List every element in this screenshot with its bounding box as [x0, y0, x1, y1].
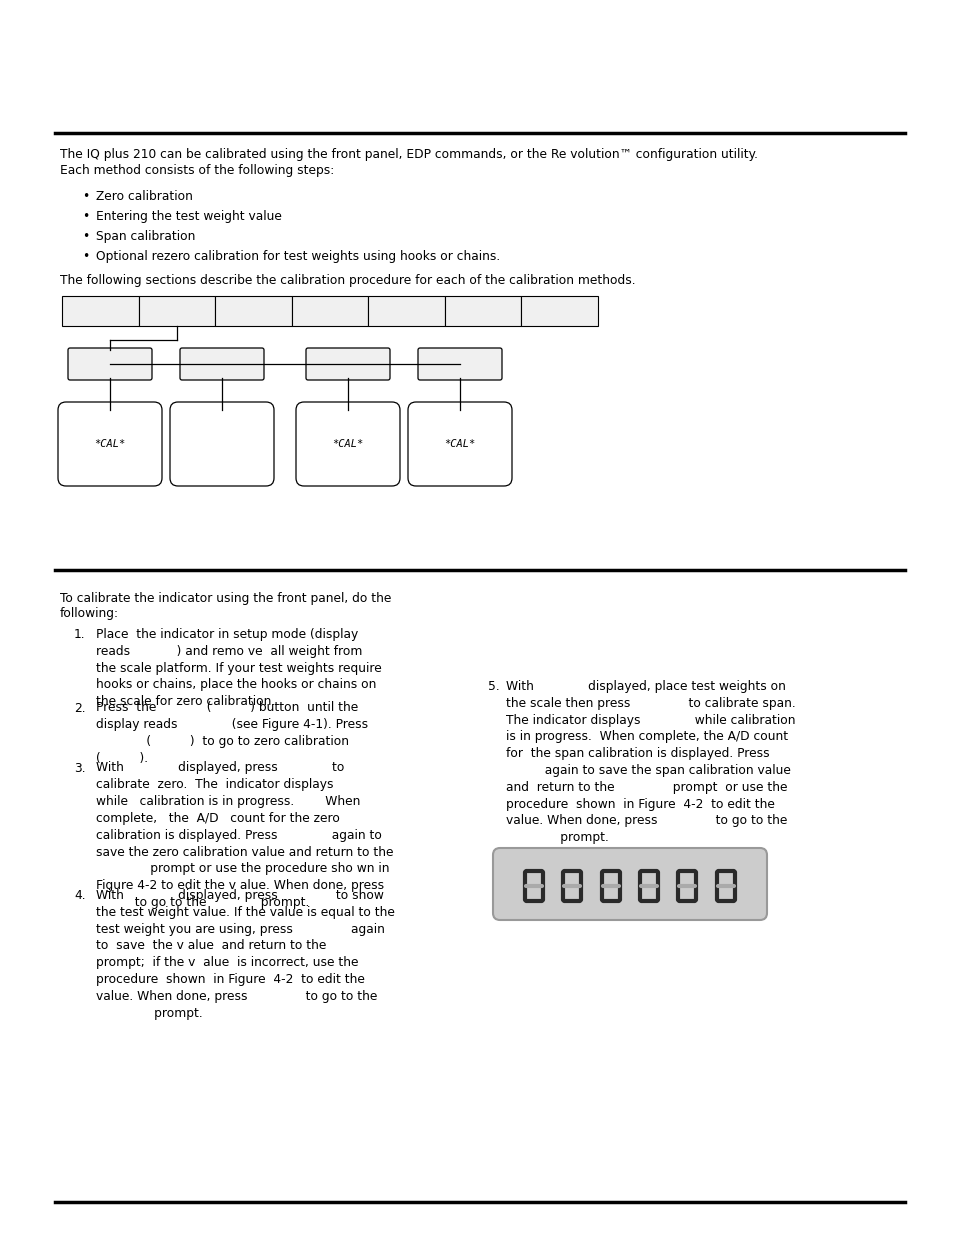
Bar [138, 296, 215, 326]
FancyBboxPatch shape [408, 403, 512, 487]
Text: The following sections describe the calibration procedure for each of the calibr: The following sections describe the cali… [60, 274, 635, 287]
Bar [62, 296, 138, 326]
Text: following:: following: [60, 606, 119, 620]
Text: *CAL*: *CAL* [332, 438, 363, 450]
Bar [368, 296, 444, 326]
FancyBboxPatch shape [295, 403, 399, 487]
Text: With              displayed, press              to
calibrate  zero.  The  indica: With displayed, press to calibrate zero.… [96, 762, 393, 909]
Text: *CAL*: *CAL* [94, 438, 126, 450]
Bar [444, 296, 521, 326]
Text: The IQ plus 210 can be calibrated using the front panel, EDP commands, or the Re: The IQ plus 210 can be calibrated using … [60, 148, 758, 161]
Text: •: • [82, 210, 90, 224]
Text: •: • [82, 249, 90, 263]
FancyBboxPatch shape [170, 403, 274, 487]
Text: Optional rezero calibration for test weights using hooks or chains.: Optional rezero calibration for test wei… [96, 249, 499, 263]
Bar [215, 296, 292, 326]
Bar [292, 296, 368, 326]
Text: 3.: 3. [74, 762, 86, 774]
Text: 2.: 2. [74, 701, 86, 715]
Text: 5.: 5. [488, 680, 499, 693]
Text: 1.: 1. [74, 629, 86, 641]
FancyBboxPatch shape [180, 348, 264, 380]
Text: *CAL*: *CAL* [444, 438, 476, 450]
Bar [521, 296, 598, 326]
Text: Zero calibration: Zero calibration [96, 190, 193, 203]
Text: Entering the test weight value: Entering the test weight value [96, 210, 281, 224]
FancyBboxPatch shape [68, 348, 152, 380]
Text: With              displayed, press               to show
the test weight value. : With displayed, press to show the test w… [96, 889, 395, 1020]
Text: With              displayed, place test weights on
the scale then press         : With displayed, place test weights on th… [505, 680, 795, 845]
Text: •: • [82, 190, 90, 203]
FancyBboxPatch shape [58, 403, 162, 487]
Text: •: • [82, 230, 90, 243]
Text: To calibrate the indicator using the front panel, do the: To calibrate the indicator using the fro… [60, 592, 391, 605]
Text: Place  the indicator in setup mode (display
reads            ) and remo ve  all : Place the indicator in setup mode (displ… [96, 629, 381, 708]
Text: Each method consists of the following steps:: Each method consists of the following st… [60, 164, 334, 177]
Text: Span calibration: Span calibration [96, 230, 195, 243]
FancyBboxPatch shape [417, 348, 501, 380]
FancyBboxPatch shape [493, 848, 766, 920]
FancyBboxPatch shape [306, 348, 390, 380]
Text: 4.: 4. [74, 889, 86, 902]
Text: Press  the             (          ) button  until the
display reads             : Press the ( ) button until the display r… [96, 701, 368, 764]
